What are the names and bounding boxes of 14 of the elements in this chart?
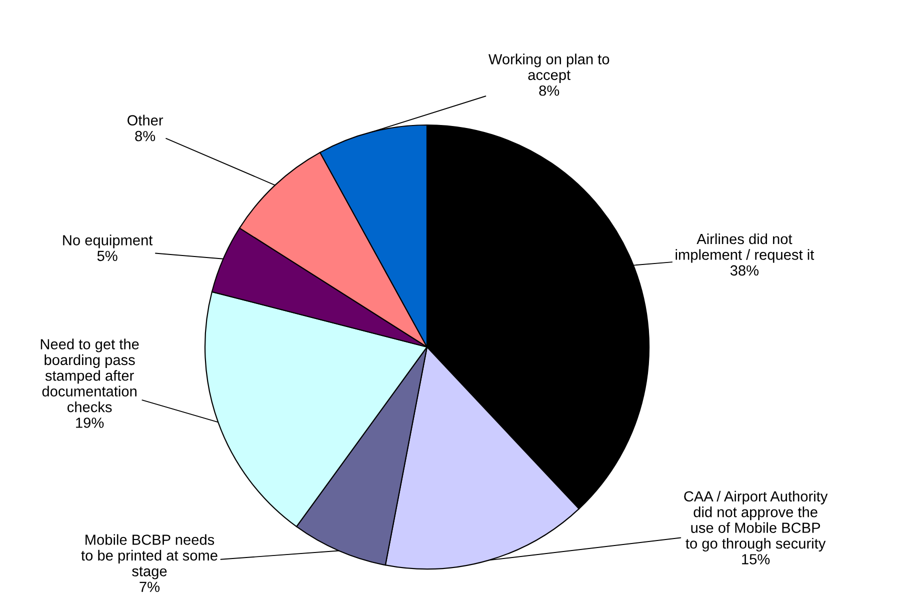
slice-label: Airlines did not implement / request it [676, 233, 814, 263]
data-label: 8% [135, 130, 156, 142]
slice-label: No equipment [63, 234, 153, 248]
data-label: 19% [76, 418, 104, 428]
data-label: 38% [730, 265, 759, 276]
data-label: 15% [742, 554, 770, 564]
slice-label: CAA / Airport Authority did not approve the use of Mobile BCBP to go through security [684, 490, 828, 552]
slice-label: Working on plan to accept [488, 54, 610, 83]
data-label: 5% [97, 250, 118, 262]
slice-label: Mobile BCBP needs to be printed at some stage [81, 534, 218, 580]
slice-label: Other [128, 114, 164, 126]
data-label: 8% [539, 85, 560, 96]
data-label: 7% [140, 582, 160, 592]
slice-label: Need to get the boarding pass stamped after documentation checks [40, 338, 139, 412]
